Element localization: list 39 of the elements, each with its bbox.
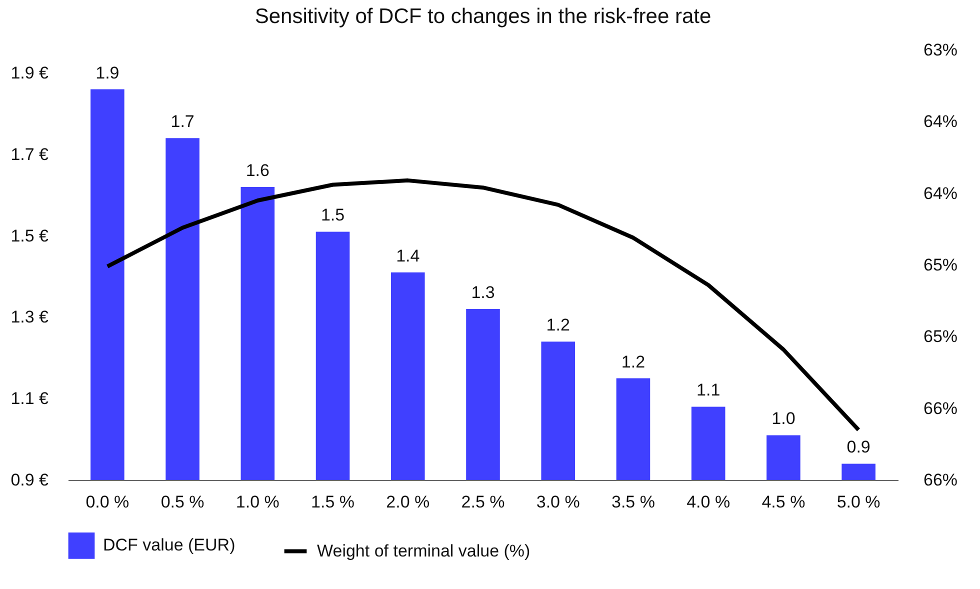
y2-tick-label: 65%: [924, 327, 958, 346]
line-series: [105, 178, 861, 432]
x-tick-label: 1.0 %: [236, 492, 280, 512]
x-tick-label: 3.5 %: [611, 492, 655, 512]
y-tick-label: 0.9 €: [10, 470, 50, 490]
x-tick-label: 3.0 %: [536, 492, 580, 512]
data-label: 1.7: [170, 112, 194, 132]
data-label: 1.3: [471, 283, 495, 302]
data-label: 1.6: [246, 160, 270, 180]
legend-label: DCF value (EUR): [103, 536, 236, 555]
x-tick-label: 1.5 %: [311, 492, 355, 512]
y2-tick-label: 66%: [924, 398, 958, 418]
y-tick-label: 1.5 €: [10, 226, 50, 246]
y2-tick-label: 66%: [924, 470, 958, 490]
data-label: 0.9: [846, 438, 870, 457]
y-tick-label: 1.1 €: [10, 389, 50, 408]
data-label: 1.5: [320, 206, 345, 225]
x-tick-label: 0.0 %: [86, 492, 130, 512]
data-label: 1.9: [96, 63, 120, 82]
data-label: 1.1: [696, 380, 720, 400]
y-tick-label: 1.7 €: [10, 144, 50, 164]
y-tick-label: 1.3 €: [10, 308, 50, 327]
x-tick-label: 2.5 %: [461, 492, 505, 512]
x-tick-label: 4.5 %: [762, 492, 806, 512]
y-tick-label: 1.9 €: [10, 64, 50, 82]
y2-tick-label: 64%: [924, 184, 958, 203]
chart-title: Sensitivity of DCF to changes in the risk-free rate: [254, 5, 712, 28]
legend-label: Weight of terminal value (%): [317, 541, 530, 560]
y2-tick-label: 65%: [924, 256, 958, 274]
data-label: 1.2: [546, 316, 570, 335]
data-label: 1.4: [396, 246, 420, 266]
x-tick-label: 0.5 %: [160, 492, 204, 512]
data-label: 1.2: [621, 352, 646, 372]
x-tick-label: 2.0 %: [386, 492, 430, 512]
data-label: 1.0: [772, 409, 796, 428]
x-tick-label: 5.0 %: [836, 492, 880, 512]
x-tick-label: 4.0 %: [686, 492, 730, 512]
y2-tick-label: 64%: [924, 112, 958, 132]
y2-tick-label: 63%: [924, 40, 958, 60]
